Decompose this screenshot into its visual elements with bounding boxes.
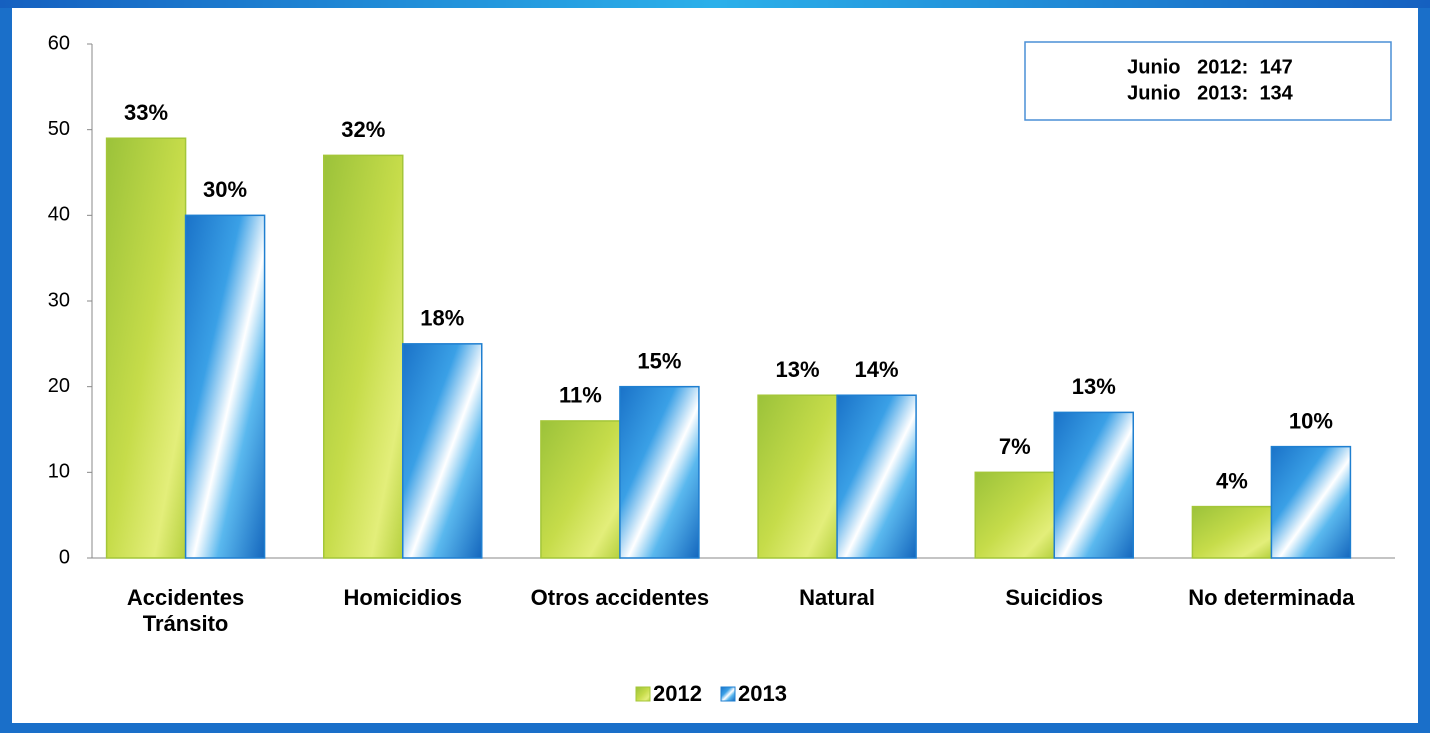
info-box	[1024, 41, 1392, 121]
bar-label: 15%	[637, 348, 681, 373]
x-tick-label: Suicidios	[1005, 585, 1104, 610]
x-tick-label: Accidentes Tránsito	[126, 585, 245, 636]
x-tick-label: Homicidios	[343, 585, 463, 610]
bar	[1270, 445, 1352, 559]
x-tick-label: Otros accidentes	[530, 585, 710, 610]
y-tick-label: 50	[48, 118, 70, 140]
bar	[402, 343, 483, 559]
bar	[974, 471, 1055, 559]
bar	[540, 420, 621, 559]
bar	[1191, 505, 1273, 559]
bar	[757, 394, 838, 559]
y-tick-label: 20	[48, 375, 70, 397]
x-tick-label: No determinada	[1188, 585, 1355, 610]
bar	[323, 154, 404, 559]
legend-label: 2013	[738, 681, 787, 706]
y-tick-label: 10	[48, 461, 70, 483]
legend-swatch	[720, 686, 736, 702]
bar-label: 7%	[999, 434, 1031, 459]
x-tick-label: Natural	[799, 585, 875, 610]
legend-label: 2012	[653, 681, 702, 706]
y-tick-label: 0	[59, 546, 70, 568]
bar-label: 13%	[776, 357, 820, 382]
bar-label: 4%	[1216, 468, 1248, 493]
bar	[619, 385, 700, 559]
y-tick-label: 30	[48, 289, 70, 311]
bar	[836, 394, 917, 559]
y-tick-label: 40	[48, 204, 70, 226]
bar-label: 32%	[341, 117, 385, 142]
bar-label: 13%	[1072, 374, 1116, 399]
bar-label: 18%	[420, 306, 464, 331]
bar	[105, 137, 187, 559]
legend-swatch	[635, 686, 651, 702]
bar-label: 33%	[124, 100, 168, 125]
annotation: Junio 2013: 134	[1127, 82, 1294, 104]
bar-label: 10%	[1289, 408, 1333, 433]
bar	[184, 214, 266, 559]
bar-label: 14%	[855, 357, 899, 382]
bar	[1053, 411, 1134, 559]
bar-label: 11%	[559, 383, 602, 408]
annotation: Junio 2012: 147	[1127, 56, 1293, 78]
y-tick-label: 60	[48, 32, 70, 54]
bar-label: 30%	[203, 177, 247, 202]
